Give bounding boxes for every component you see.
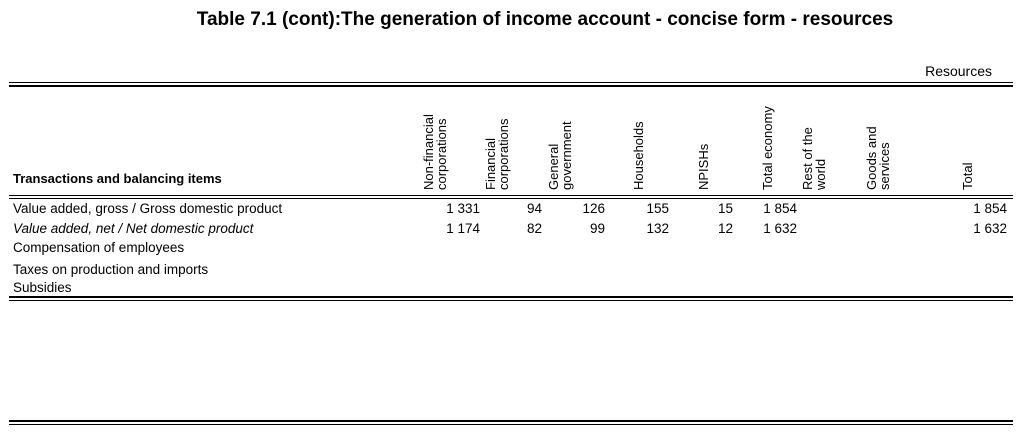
col-header-total: Total (960, 162, 975, 190)
table-cell: 1 331 (446, 201, 480, 216)
col-header-non-financial: Non-financial corporations (421, 114, 449, 190)
table-cell: 132 (646, 221, 669, 236)
body-bottom-rule-second (9, 300, 1013, 301)
row-header-title: Transactions and balancing items (13, 171, 222, 186)
table-cell: 1 632 (973, 221, 1007, 236)
table-cell: 1 854 (973, 201, 1007, 216)
row-label-value-added-gross: Value added, gross / Gross domestic prod… (13, 201, 283, 216)
col-header-households: Households (631, 121, 646, 190)
top-rule-bold (9, 85, 1013, 87)
resources-label: Resources (925, 63, 992, 79)
header-rule-second (9, 198, 1013, 199)
table-cell: 15 (717, 201, 733, 216)
table-cell: 1 632 (763, 221, 797, 236)
top-rule (9, 82, 1013, 83)
header-rule (9, 195, 1013, 196)
table-cell: 1 854 (763, 201, 797, 216)
col-header-goods-services: Goods and services (864, 126, 892, 190)
table-cell: 94 (526, 201, 542, 216)
col-header-rest-of-world: Rest of the world (800, 127, 828, 190)
col-header-total-economy: Total economy (760, 106, 775, 190)
col-header-npishs: NPISHs (696, 143, 711, 190)
table-cell: 126 (582, 201, 605, 216)
table-cell: 82 (526, 221, 542, 236)
col-header-general-government: General government (546, 121, 574, 190)
table-cell: 155 (646, 201, 669, 216)
col-header-financial: Financial corporations (483, 118, 511, 190)
row-label-subsidies: Subsidies (13, 280, 72, 295)
table-cell: 1 174 (446, 221, 480, 236)
row-label-value-added-net: Value added, net / Net domestic product (13, 221, 254, 236)
page-bottom-rule-second (9, 424, 1013, 425)
table-cell: 99 (589, 221, 605, 236)
row-label-taxes: Taxes on production and imports (13, 262, 209, 277)
table-title: Table 7.1 (cont):The generation of incom… (196, 9, 894, 30)
table-cell: 12 (717, 221, 733, 236)
row-label-compensation: Compensation of employees (13, 240, 185, 255)
body-bottom-rule (9, 296, 1013, 298)
page-bottom-rule (9, 420, 1013, 422)
